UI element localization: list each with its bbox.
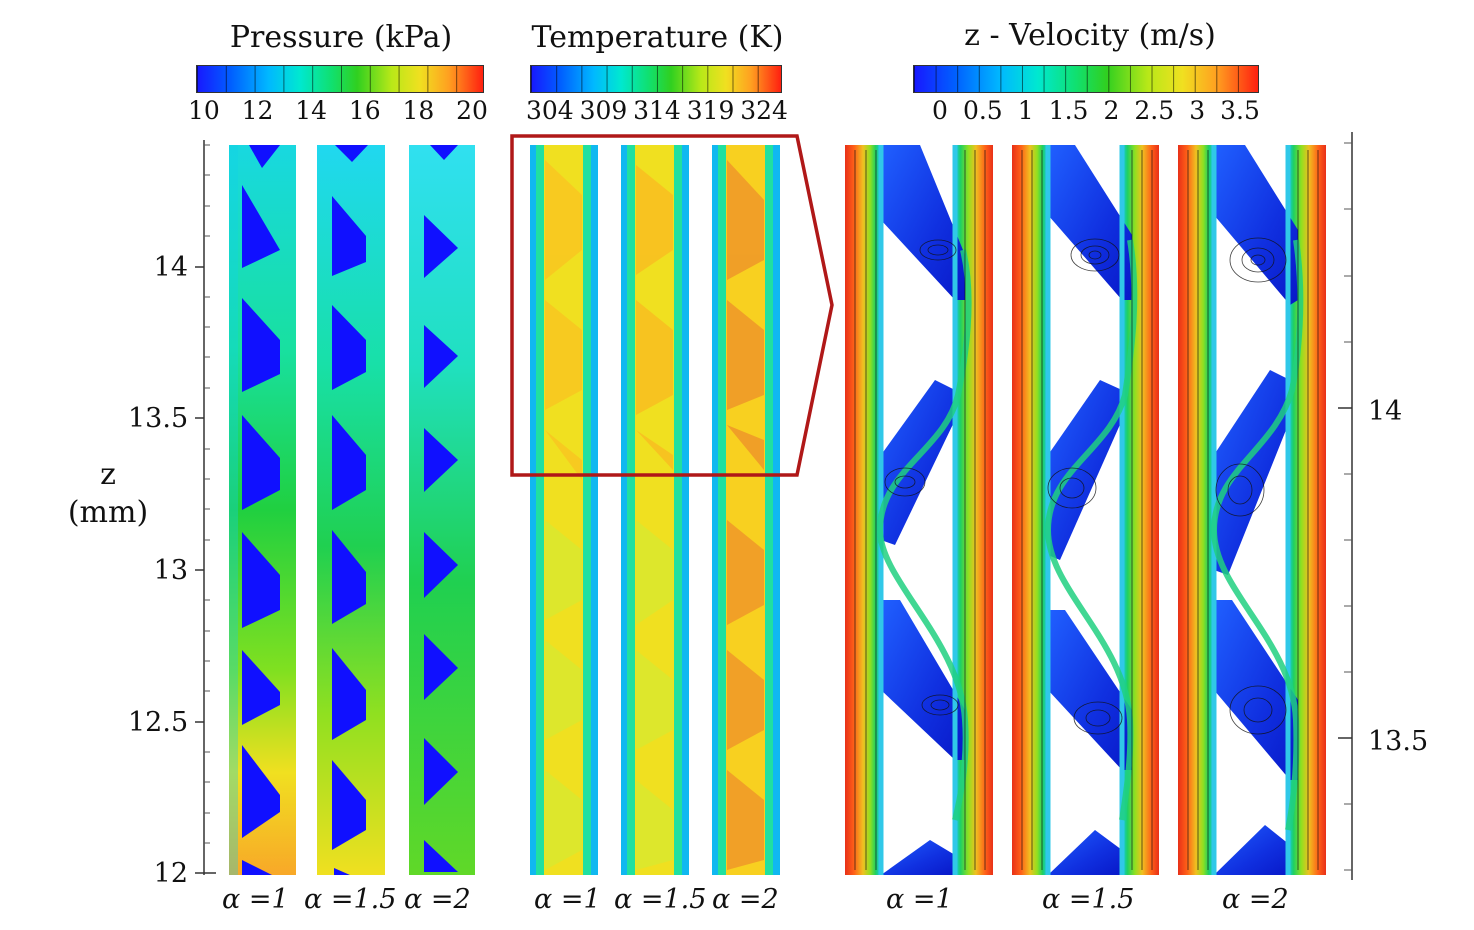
left-axis-tick-label: 12.5 xyxy=(128,707,189,738)
pressure-tick: 12 xyxy=(241,96,274,125)
temperature-colorbar-ticks: 304 309 314 319 324 xyxy=(526,96,788,125)
temperature-tick: 304 xyxy=(526,96,574,125)
temperature-panel-alpha-2 xyxy=(712,145,780,875)
temperature-panel-label: α =2 xyxy=(712,884,779,915)
velocity-panel-label: α =1.5 xyxy=(1042,884,1135,915)
velocity-tick: 0 xyxy=(932,96,948,125)
velocity-colorbar-ticks: 0 0.5 1 1.5 2 2.5 3 3.5 xyxy=(932,96,1260,125)
left-axis-title: z (mm) xyxy=(58,456,158,532)
velocity-panel-alpha-2 xyxy=(1178,145,1326,875)
velocity-tick: 2.5 xyxy=(1134,96,1175,125)
velocity-colorbar xyxy=(913,65,1259,93)
temperature-panel-label: α =1 xyxy=(534,884,601,915)
pressure-tick: 14 xyxy=(295,96,328,125)
temperature-tick: 314 xyxy=(633,96,681,125)
temperature-tick: 324 xyxy=(740,96,788,125)
left-axis-minor-ticks xyxy=(204,144,210,844)
velocity-tick: 1.5 xyxy=(1048,96,1089,125)
pressure-panel-alpha-1 xyxy=(229,145,296,875)
left-axis-tick-label: 13 xyxy=(153,555,188,586)
pressure-panel-label: α =2 xyxy=(404,884,471,915)
pressure-tick: 18 xyxy=(402,96,435,125)
temperature-panel-alpha-1 xyxy=(530,145,598,875)
velocity-tick: 2 xyxy=(1103,96,1120,125)
temperature-tick: 309 xyxy=(579,96,628,125)
velocity-panel-alpha-1.5 xyxy=(1012,145,1159,875)
temperature-panel-alpha-1.5 xyxy=(621,145,689,875)
right-axis-minor-ticks xyxy=(1344,142,1352,871)
highlight-callout-box xyxy=(510,134,834,477)
temperature-colorbar xyxy=(530,65,782,93)
pressure-colorbar xyxy=(196,65,484,93)
velocity-panel-label: α =2 xyxy=(1222,884,1289,915)
pressure-colorbar-title: Pressure (kPa) xyxy=(229,20,453,55)
pressure-panel-label: α =1.5 xyxy=(304,884,397,915)
left-axis-tick-label: 14 xyxy=(153,252,188,283)
temperature-tick: 319 xyxy=(686,96,735,125)
left-axis-tick-label: 13.5 xyxy=(128,403,189,434)
left-axis-title-unit: (mm) xyxy=(67,495,149,530)
velocity-tick: 0.5 xyxy=(962,96,1003,125)
left-axis-tick-label: 12 xyxy=(153,858,188,889)
pressure-tick: 10 xyxy=(188,96,220,125)
velocity-panel-alpha-1 xyxy=(845,145,993,875)
temperature-colorbar-title: Temperature (K) xyxy=(531,20,784,55)
right-axis-tick-label: 13.5 xyxy=(1368,726,1429,757)
velocity-tick: 1 xyxy=(1017,96,1034,125)
pressure-tick: 20 xyxy=(456,96,488,125)
pressure-panel-alpha-1.5 xyxy=(317,145,385,875)
pressure-panel-label: α =1 xyxy=(222,884,289,915)
pressure-panel-alpha-2 xyxy=(409,145,475,875)
velocity-tick: 3.5 xyxy=(1220,96,1260,125)
velocity-panel-label: α =1 xyxy=(886,884,953,915)
pressure-colorbar-ticks: 10 12 14 16 18 20 xyxy=(188,96,488,125)
velocity-tick: 3 xyxy=(1189,96,1206,125)
right-axis-tick-label: 14 xyxy=(1368,396,1403,427)
velocity-colorbar-title: z - Velocity (m/s) xyxy=(964,18,1216,53)
temperature-panel-label: α =1.5 xyxy=(614,884,707,915)
pressure-tick: 16 xyxy=(348,96,381,125)
left-axis xyxy=(195,140,216,875)
right-axis xyxy=(1338,132,1353,880)
left-axis-title-z: z xyxy=(100,457,116,492)
